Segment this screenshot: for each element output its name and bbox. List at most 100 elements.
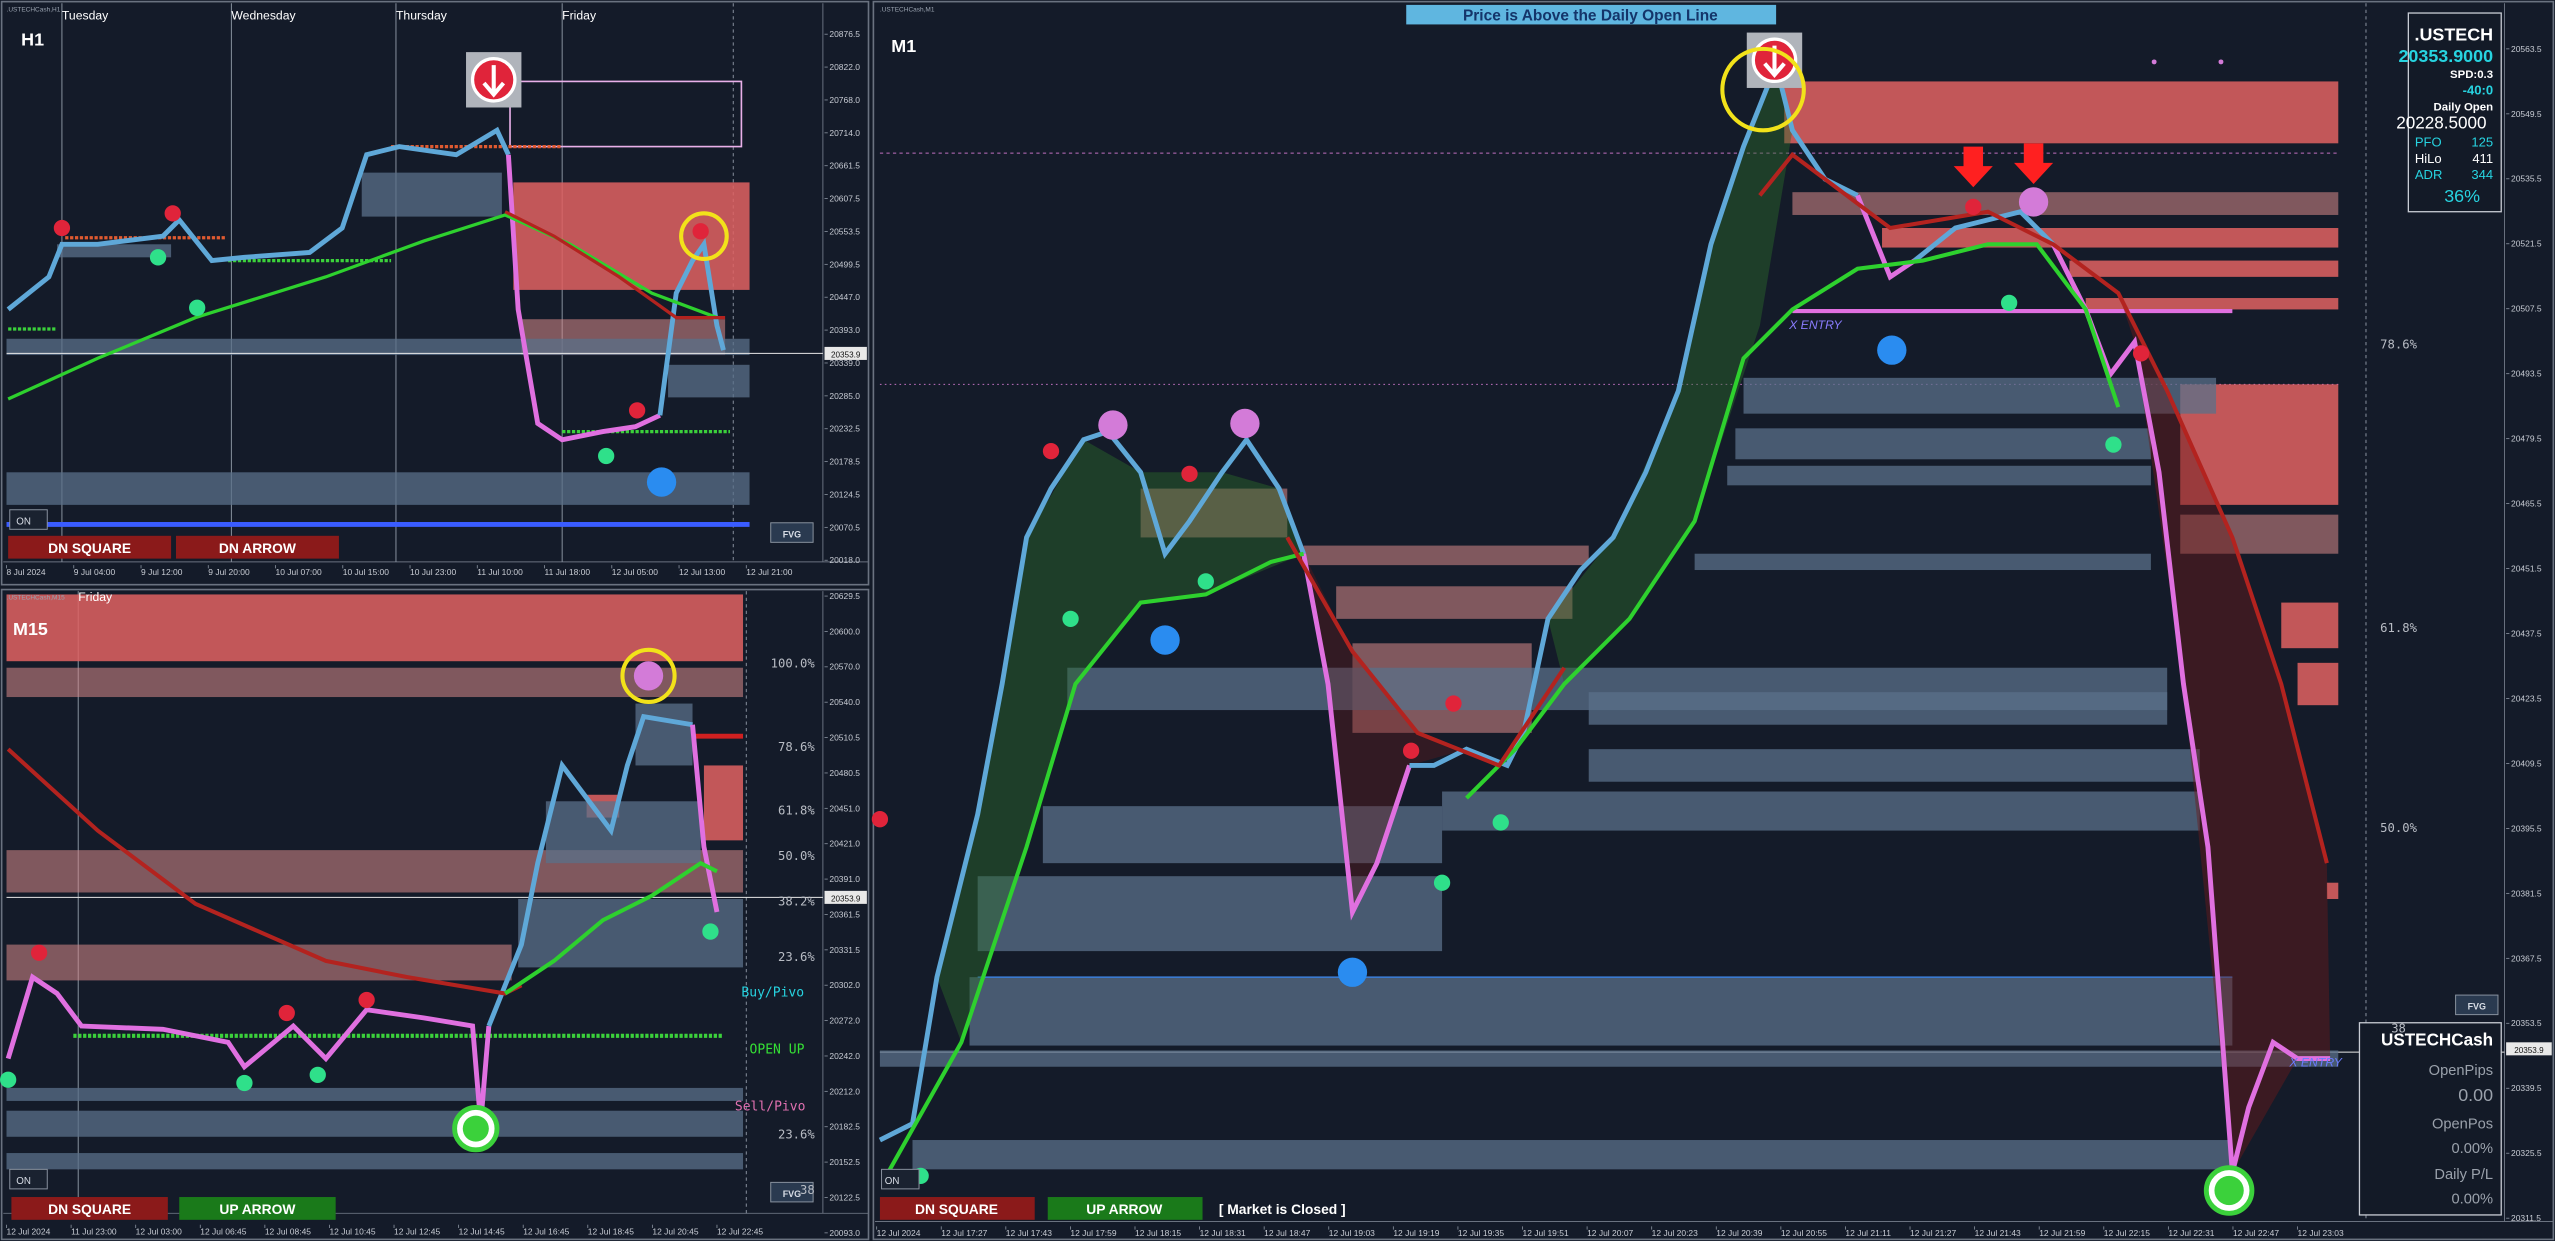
m1-chart-shape — [977, 876, 1443, 952]
price-label: 20339.5 — [2511, 1083, 2542, 1093]
m1-chart-shape — [969, 977, 2233, 1046]
button[interactable] — [1047, 1197, 1203, 1220]
price-label: 20629.5 — [829, 591, 860, 601]
button[interactable] — [11, 1197, 168, 1220]
m15-chart-shape — [6, 944, 512, 981]
m1-chart-shape-shape — [1098, 410, 1128, 440]
time-label: 11 Jul 23:00 — [71, 1226, 117, 1236]
m1-chart-shape — [912, 294, 2122, 1184]
m1-chart-shape-shape — [1953, 146, 1993, 188]
time-label: 12 Jul 17:43 — [1006, 1228, 1052, 1238]
h1-chart-shape — [7, 213, 718, 401]
price-label: 20507.5 — [2511, 304, 2542, 314]
pivot-label: Buy/Pivo — [741, 986, 804, 1001]
current-price: 20353.9 — [831, 894, 861, 903]
price-label: 20499.5 — [829, 259, 860, 269]
time-label: 12 Jul 22:47 — [2233, 1228, 2279, 1238]
fvg-badge[interactable]: FVG — [783, 1189, 801, 1199]
price-label: 20421.0 — [829, 839, 860, 849]
m15-chart-shape-shape — [358, 991, 375, 1009]
time-label: 11 Jul 18:00 — [545, 567, 591, 577]
h1-chart-shape — [149, 249, 615, 465]
time-label: 12 Jul 14:45 — [459, 1226, 505, 1236]
m15-chart-shape-shape — [30, 944, 48, 961]
time-label: 12 Jul 22:45 — [717, 1226, 763, 1236]
button-label[interactable]: DN ARROW — [219, 540, 297, 556]
button[interactable] — [8, 535, 172, 559]
m1-chart-shape-shape — [1042, 442, 1060, 460]
account-symbol: USTECHCash — [2381, 1031, 2493, 1050]
time-label: 12 Jul 10:45 — [329, 1226, 375, 1236]
price-label: 20493.5 — [2511, 369, 2542, 379]
m1-chart-shape — [2358, 1022, 2502, 1216]
m1-chart-shape — [1098, 59, 2224, 440]
fib-label: 61.8% — [778, 803, 815, 817]
day-label: Tuesday — [62, 9, 109, 23]
time-label: 12 Jul 21:27 — [1910, 1228, 1956, 1238]
time-label: 12 Jul 05:00 — [612, 567, 658, 577]
m1-chart-shape-shape — [2132, 345, 2150, 362]
info-hilo-label: HiLo — [2415, 151, 2442, 166]
button-label[interactable]: DN SQUARE — [915, 1201, 998, 1217]
m1-chart-shape — [1792, 192, 2339, 215]
toggle[interactable]: ON — [16, 516, 31, 527]
price-label: 20540.0 — [829, 697, 860, 707]
m15-chart — [0, 588, 870, 1241]
m1-chart-shape — [1953, 143, 2054, 188]
price-label: 20381.5 — [2511, 888, 2542, 898]
price-label: 20070.5 — [829, 522, 860, 532]
h1-chart-shape — [679, 211, 729, 261]
m1-chart-shape — [878, 428, 1306, 1143]
h1-chart — [0, 0, 870, 586]
button-label[interactable]: DN SQUARE — [48, 540, 131, 556]
h1-chart-shape — [9, 509, 48, 530]
price-label: 20178.5 — [829, 457, 860, 467]
fib-label: 23.6% — [778, 1127, 815, 1141]
fvg-badge[interactable]: FVG — [783, 529, 801, 539]
m1-chart-shape-shape — [1181, 465, 1198, 483]
toggle[interactable]: ON — [885, 1176, 900, 1187]
m1-chart-shape — [2069, 260, 2339, 277]
button-label[interactable]: DN SQUARE — [48, 1201, 131, 1217]
m15-chart-shape — [6, 1110, 744, 1137]
button-label[interactable]: UP ARROW — [1086, 1201, 1163, 1217]
m1-chart-shape-shape — [1965, 198, 1982, 215]
button-label[interactable]: UP ARROW — [219, 1201, 296, 1217]
pivot-label: Sell/Pivo — [735, 1100, 806, 1115]
fib-label: 38.2% — [778, 895, 815, 909]
m1-chart-shape — [1913, 209, 2055, 263]
button[interactable] — [175, 535, 339, 559]
info-daily-open-label: Daily Open — [2434, 102, 2494, 114]
price-label: 20339.0 — [829, 358, 860, 368]
h1-timeframe: H1 — [21, 30, 44, 50]
toggle[interactable]: ON — [16, 1176, 31, 1187]
info-daily-open: 20228.5000 — [2396, 114, 2486, 133]
m1-chart-shape-shape — [1337, 957, 1368, 987]
m1-chart-shape — [879, 1050, 2339, 1067]
m1-chart-shape-shape — [871, 811, 889, 828]
m15-symbol: .USTECHCash,M15 — [7, 594, 66, 601]
h1-symbol: .USTECHCash,H1 — [7, 6, 61, 13]
fvg-badge[interactable]: FVG — [2468, 1002, 2486, 1012]
m1-chart-shape-shape — [2105, 436, 2122, 453]
h1-chart-shape — [657, 237, 726, 416]
h1-chart-shape-shape — [598, 447, 615, 465]
time-label: 12 Jul 19:03 — [1329, 1228, 1375, 1238]
m1-chart-shape — [2180, 514, 2339, 554]
price-label: 20549.5 — [2511, 109, 2542, 119]
button[interactable] — [179, 1197, 336, 1220]
price-label: 20465.5 — [2511, 499, 2542, 509]
price-label: 20393.0 — [829, 325, 860, 335]
time-label: 10 Jul 07:00 — [276, 567, 322, 577]
m1-chart-shape-shape — [1230, 408, 1260, 439]
m1-chart-shape — [2455, 994, 2499, 1016]
h1-chart-shape-shape — [164, 205, 181, 222]
m1-chart-shape — [1465, 242, 2121, 800]
m15-chart-shape — [486, 713, 693, 1027]
price-label: 20423.5 — [2511, 693, 2542, 703]
button[interactable] — [879, 1197, 1035, 1220]
fib-label: 78.6% — [778, 740, 815, 754]
time-label: 12 Jul 23:03 — [2298, 1228, 2344, 1238]
time-label: 9 Jul 20:00 — [208, 567, 250, 577]
